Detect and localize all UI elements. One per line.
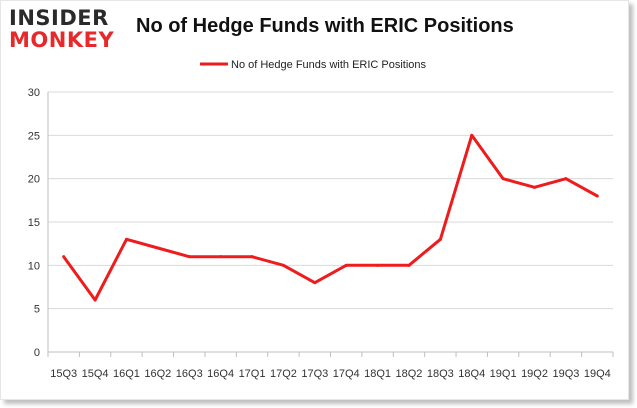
legend-label: No of Hedge Funds with ERIC Positions (231, 59, 427, 71)
x-tick-label: 15Q3 (50, 368, 77, 380)
data-point (344, 263, 348, 267)
x-tick-label: 16Q2 (144, 368, 171, 380)
x-tick-label: 19Q2 (521, 368, 548, 380)
y-tick-label: 20 (28, 174, 40, 186)
x-tick-label: 18Q4 (458, 368, 485, 380)
gridlines (48, 91, 613, 310)
data-point (407, 263, 411, 267)
x-tick-label: 16Q4 (207, 368, 234, 380)
data-point (595, 194, 599, 198)
data-point (470, 133, 474, 137)
data-point (281, 263, 285, 267)
x-tick-label: 19Q3 (552, 368, 579, 380)
data-point (533, 185, 537, 189)
y-tick-label: 0 (34, 347, 40, 359)
y-tick-label: 15 (28, 217, 40, 229)
series (62, 133, 599, 302)
x-tick-label: 18Q3 (427, 368, 454, 380)
x-tick-label: 15Q4 (82, 368, 109, 380)
y-tick-labels: 0 5 10 15 20 25 30 (28, 87, 40, 359)
line-chart: 0 5 10 15 20 25 30 15Q3 15Q4 16Q1 16Q2 16Q3 16Q4 17Q… (28, 59, 614, 380)
data-point (219, 255, 223, 259)
x-tick-label: 17Q1 (239, 368, 266, 380)
data-point (376, 263, 380, 267)
y-tick-label: 30 (28, 87, 40, 99)
data-point (313, 281, 317, 285)
x-tick-label: 18Q1 (364, 368, 391, 380)
data-point (564, 177, 568, 181)
data-point (438, 237, 442, 241)
x-tick-label: 17Q4 (333, 368, 360, 380)
chart-frame: INSIDER MONKEY No of Hedge Funds with ER… (0, 0, 629, 400)
chart-title: No of Hedge Funds with ERIC Positions (136, 15, 514, 37)
y-tick-label: 5 (34, 304, 40, 316)
x-tick-label: 19Q4 (584, 368, 611, 380)
legend: No of Hedge Funds with ERIC Positions (200, 59, 427, 71)
logo-line-1: INSIDER (9, 6, 109, 30)
y-tick-label: 10 (28, 260, 40, 272)
x-tick-label: 16Q1 (113, 368, 140, 380)
x-tick-label: 17Q2 (270, 368, 297, 380)
logo-line-2: MONKEY (9, 28, 115, 52)
axes (47, 92, 614, 357)
data-point (501, 177, 505, 181)
x-tick-label: 17Q3 (301, 368, 328, 380)
data-point (187, 255, 191, 259)
data-point (93, 298, 97, 302)
x-tick-label: 16Q3 (176, 368, 203, 380)
x-tick-labels: 15Q3 15Q4 16Q1 16Q2 16Q3 16Q4 17Q1 17Q2 17Q3 17Q4… (50, 368, 611, 380)
insider-monkey-logo: INSIDER MONKEY (9, 7, 127, 55)
data-point (250, 255, 254, 259)
series-line (62, 133, 599, 302)
x-tick-label: 18Q2 (396, 368, 423, 380)
data-point (156, 246, 160, 250)
x-tick-label: 19Q1 (490, 368, 517, 380)
y-tick-label: 25 (28, 130, 40, 142)
data-point (62, 255, 66, 259)
data-point (124, 237, 128, 241)
